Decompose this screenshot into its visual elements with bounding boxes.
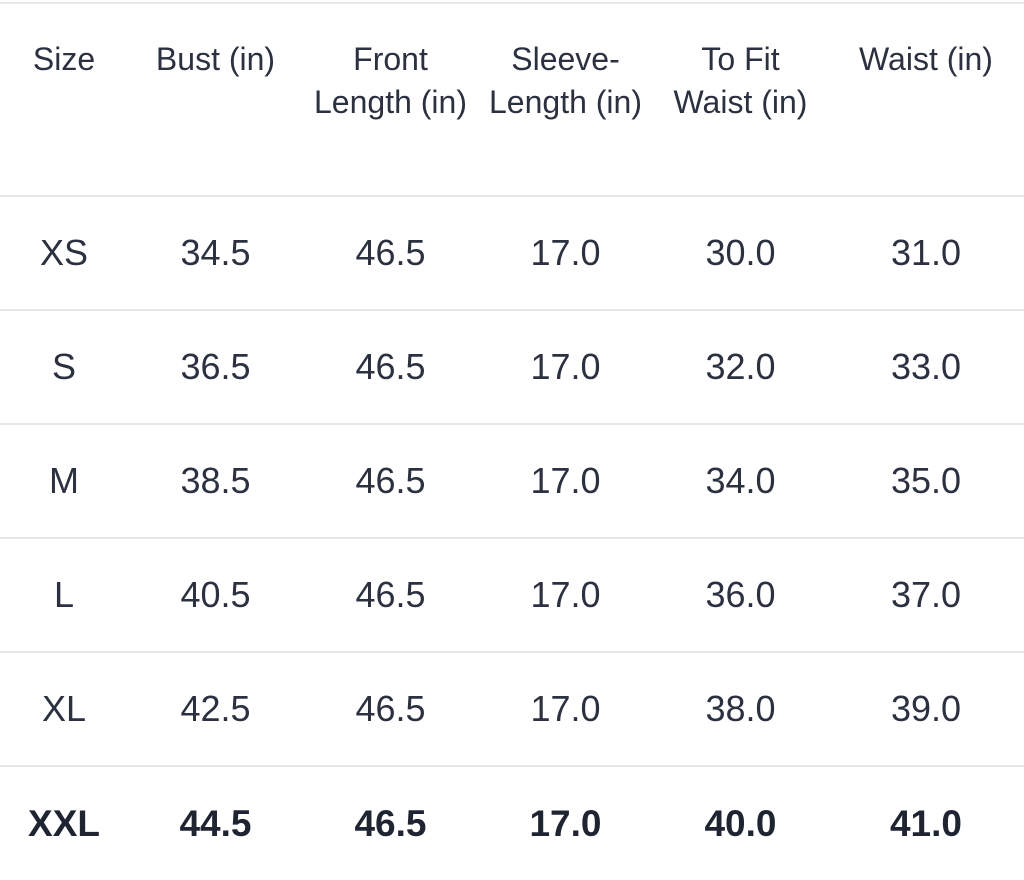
cell-front-length: 46.5	[303, 652, 478, 767]
cell-waist: 39.0	[828, 652, 1024, 767]
cell-size: S	[0, 310, 128, 425]
header-to-fit-waist: To Fit Waist (in)	[653, 4, 828, 197]
header-size: Size	[0, 4, 128, 197]
cell-front-length: 46.5	[303, 538, 478, 653]
cell-bust: 34.5	[128, 196, 303, 311]
header-sleeve-length: Sleeve-Length (in)	[478, 4, 653, 197]
table-row: S 36.5 46.5 17.0 32.0 33.0	[0, 310, 1024, 425]
cell-bust: 42.5	[128, 652, 303, 767]
cell-to-fit-waist: 40.0	[704, 802, 777, 844]
table-row: L 40.5 46.5 17.0 36.0 37.0	[0, 538, 1024, 653]
cell-sleeve-length: 17.0	[529, 802, 602, 844]
cell-front-length: 46.5	[303, 196, 478, 311]
cell-size: XS	[0, 196, 128, 311]
cell-sleeve-length: 17.0	[478, 652, 653, 767]
cell-waist: 31.0	[828, 196, 1024, 311]
header-label: Front Length (in)	[314, 41, 467, 120]
table-body: XS 34.5 46.5 17.0 30.0 31.0 S 36.5 46.5 …	[0, 196, 1024, 880]
header-bust: Bust (in)	[128, 4, 303, 197]
table-header: Size Bust (in) Front Length (in) Sleeve-…	[0, 4, 1024, 197]
header-label: Size	[32, 41, 96, 77]
header-label: To Fit Waist (in)	[673, 41, 808, 120]
cell-bust: 44.5	[179, 802, 252, 844]
header-label: Sleeve-Length (in)	[489, 41, 642, 120]
cell-size: XL	[0, 652, 128, 767]
cell-size: M	[0, 424, 128, 539]
table-row-highlighted: XXL 44.5 46.5 17.0 40.0 41.0	[0, 766, 1024, 880]
cell-front-length: 46.5	[303, 424, 478, 539]
header-front-length: Front Length (in)	[303, 4, 478, 197]
cell-front-length: 46.5	[354, 802, 427, 844]
cell-to-fit-waist: 32.0	[653, 310, 828, 425]
cell-size: XXL	[28, 802, 100, 844]
header-waist: Waist (in)	[828, 4, 1024, 197]
header-label: Waist (in)	[859, 41, 993, 77]
cell-waist: 35.0	[828, 424, 1024, 539]
table-row: XS 34.5 46.5 17.0 30.0 31.0	[0, 196, 1024, 311]
cell-to-fit-waist: 30.0	[653, 196, 828, 311]
cell-to-fit-waist: 38.0	[653, 652, 828, 767]
cell-sleeve-length: 17.0	[478, 310, 653, 425]
cell-size: L	[0, 538, 128, 653]
cell-sleeve-length: 17.0	[478, 538, 653, 653]
cell-front-length: 46.5	[303, 310, 478, 425]
header-label: Bust (in)	[155, 41, 276, 77]
cell-sleeve-length: 17.0	[478, 196, 653, 311]
header-row: Size Bust (in) Front Length (in) Sleeve-…	[0, 4, 1024, 197]
cell-sleeve-length: 17.0	[478, 424, 653, 539]
cell-to-fit-waist: 34.0	[653, 424, 828, 539]
table-row: M 38.5 46.5 17.0 34.0 35.0	[0, 424, 1024, 539]
size-chart-table: Size Bust (in) Front Length (in) Sleeve-…	[0, 4, 1024, 880]
cell-bust: 38.5	[128, 424, 303, 539]
cell-waist: 33.0	[828, 310, 1024, 425]
cell-bust: 40.5	[128, 538, 303, 653]
cell-bust: 36.5	[128, 310, 303, 425]
table-row: XL 42.5 46.5 17.0 38.0 39.0	[0, 652, 1024, 767]
cell-to-fit-waist: 36.0	[653, 538, 828, 653]
top-divider	[0, 2, 1024, 4]
cell-waist: 37.0	[828, 538, 1024, 653]
cell-waist: 41.0	[889, 802, 962, 844]
